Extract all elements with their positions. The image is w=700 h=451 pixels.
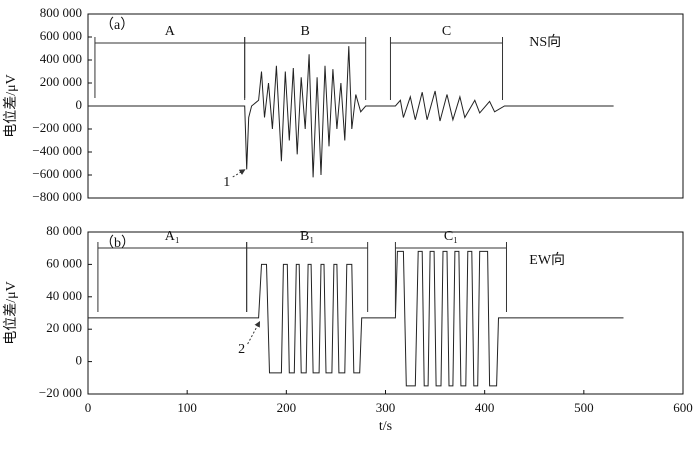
- y-tick-label: 400 000: [40, 51, 82, 66]
- y-axis-label: 电位差/μV: [3, 281, 19, 345]
- y-tick-label: 600 000: [40, 28, 82, 43]
- panel-label: （a）: [100, 17, 134, 33]
- y-tick-label: −20 000: [39, 385, 82, 400]
- y-tick-label: 800 000: [40, 5, 82, 20]
- x-tick-label: 100: [177, 400, 197, 415]
- region-label: C₁: [444, 229, 458, 244]
- direction-label: EW向: [529, 252, 565, 268]
- signal-line: [88, 250, 624, 387]
- signal-line: [88, 46, 614, 178]
- region-label: B: [301, 24, 310, 39]
- x-axis-label: t/s: [379, 419, 392, 434]
- x-tick-label: 0: [85, 400, 92, 415]
- panel-label: （b）: [100, 235, 135, 251]
- y-tick-label: −600 000: [32, 166, 82, 181]
- x-tick-label: 200: [277, 400, 297, 415]
- plot-frame: [87, 231, 684, 395]
- marker-label: 2: [238, 342, 245, 357]
- x-tick-label: 500: [574, 400, 594, 415]
- y-tick-label: −200 000: [32, 120, 82, 135]
- region-label: A₁: [165, 229, 180, 244]
- y-tick-label: 200 000: [40, 74, 82, 89]
- marker-arrow: [232, 169, 246, 178]
- y-tick-label: 0: [76, 353, 83, 368]
- marker-label: 1: [223, 175, 230, 190]
- y-tick-label: 40 000: [46, 288, 82, 303]
- region-label: C: [442, 24, 451, 39]
- x-tick-label: 600: [673, 400, 693, 415]
- y-tick-label: −400 000: [32, 143, 82, 158]
- x-tick-label: 300: [376, 400, 396, 415]
- y-axis-label: 电位差/μV: [3, 74, 19, 138]
- region-label: B₁: [300, 229, 314, 244]
- y-tick-label: 80 000: [46, 223, 82, 238]
- y-tick-label: 0: [76, 97, 83, 112]
- y-tick-label: −800 000: [32, 189, 82, 204]
- y-tick-label: 20 000: [46, 320, 82, 335]
- region-label: A: [165, 24, 176, 39]
- x-tick-label: 400: [475, 400, 495, 415]
- y-tick-label: 60 000: [46, 255, 82, 270]
- marker-arrow: [247, 320, 261, 345]
- direction-label: NS向: [529, 34, 561, 50]
